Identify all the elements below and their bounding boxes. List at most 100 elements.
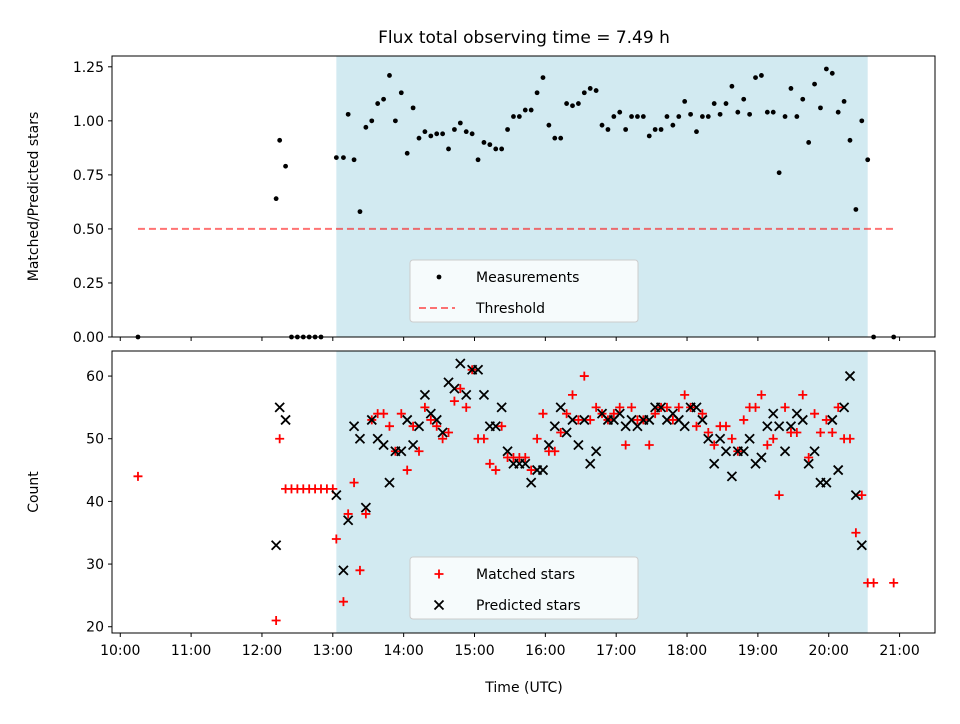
- matched-point: [538, 409, 548, 419]
- legend-label: Threshold: [475, 301, 545, 317]
- measurement-point: [428, 133, 434, 139]
- predicted-point: [697, 414, 708, 426]
- measurement-point: [676, 114, 682, 119]
- measurement-point: [457, 120, 463, 126]
- measurement-point: [351, 157, 357, 163]
- measurement-point: [605, 127, 611, 132]
- predicted-point: [496, 402, 507, 413]
- measurement-point: [623, 127, 629, 132]
- predicted-point: [774, 421, 785, 432]
- x-tick-label: 11:00: [171, 643, 211, 659]
- predicted-point: [366, 414, 377, 426]
- matched-point: [792, 427, 802, 437]
- matched-point: [361, 509, 371, 519]
- matched-point: [343, 509, 353, 519]
- matched-point: [532, 434, 542, 444]
- measurement-point: [835, 109, 841, 115]
- measurement-point: [776, 170, 782, 176]
- matched-point: [751, 402, 761, 412]
- predicted-point: [850, 489, 862, 501]
- measurement-point: [452, 127, 457, 132]
- legend-label: Predicted stars: [476, 598, 581, 614]
- matched-point: [810, 409, 820, 419]
- matched-point: [869, 578, 879, 588]
- y-axis-label: Count: [26, 471, 42, 513]
- predicted-point: [461, 389, 472, 401]
- predicted-point: [384, 477, 395, 488]
- matched-point: [691, 421, 701, 431]
- legend-label: Matched stars: [476, 567, 575, 583]
- predicted-point: [280, 414, 291, 426]
- matched-point: [349, 478, 359, 488]
- measurement-point: [841, 98, 847, 104]
- measurement-point: [392, 118, 398, 124]
- x-tick-label: 16:00: [525, 643, 565, 659]
- measurement-point: [469, 131, 475, 137]
- matched-point: [627, 402, 637, 412]
- predicted-point: [744, 433, 755, 444]
- matched-point: [550, 446, 560, 456]
- measurement-point: [729, 83, 735, 89]
- matched-point: [420, 402, 430, 412]
- matched-point: [857, 490, 867, 500]
- measurement-point: [375, 101, 381, 106]
- matched-point: [568, 390, 578, 400]
- predicted-point: [555, 402, 566, 413]
- matched-point: [768, 434, 778, 444]
- measurement-point: [823, 66, 829, 72]
- predicted-point: [348, 421, 360, 432]
- measurement-point: [782, 114, 788, 119]
- measurement-point: [611, 114, 617, 119]
- y-tick-label: 0.50: [73, 222, 104, 238]
- legend-marker: [434, 569, 444, 579]
- predicted-point: [738, 446, 749, 457]
- measurement-point: [546, 122, 552, 128]
- predicted-point: [821, 477, 832, 488]
- measurement-point: [806, 140, 812, 145]
- count-panel: 10:00 11:00 12:00 13:00 14:00 15:00 16:00 17:00…: [26, 350, 936, 659]
- predicted-point: [856, 540, 867, 551]
- predicted-point: [797, 414, 808, 426]
- measurement-point: [770, 109, 776, 115]
- matched-point: [338, 597, 348, 607]
- measurement-point: [475, 157, 481, 163]
- predicted-point: [455, 358, 466, 369]
- matched-point: [889, 578, 899, 588]
- measurement-point: [446, 146, 451, 152]
- measurement-point: [794, 114, 800, 119]
- measurement-point: [487, 142, 493, 148]
- measurement-point: [640, 114, 646, 119]
- predicted-point: [360, 502, 372, 513]
- measurement-point: [853, 207, 859, 212]
- predicted-point: [714, 433, 726, 444]
- matched-point: [591, 402, 601, 412]
- predicted-point: [779, 446, 791, 457]
- matched-point: [573, 415, 583, 425]
- matched-point: [331, 534, 341, 544]
- matched-point: [609, 409, 619, 419]
- matched-point: [845, 434, 855, 444]
- predicted-point: [502, 446, 513, 457]
- y-tick-label: 50: [86, 432, 104, 448]
- measurement-point: [688, 111, 693, 117]
- predicted-point: [407, 439, 419, 451]
- measurement-point: [764, 109, 770, 115]
- measurement-point: [283, 163, 288, 169]
- matched-point: [762, 440, 772, 450]
- matched-point: [432, 421, 442, 431]
- measurement-point: [705, 114, 711, 119]
- predicted-point: [567, 414, 578, 426]
- measurement-point: [277, 137, 283, 143]
- y-tick-label: 0.75: [73, 168, 104, 184]
- matched-point: [455, 384, 465, 394]
- predicted-point: [726, 471, 738, 482]
- measurement-point: [357, 209, 363, 215]
- y-tick-label: 0.00: [73, 330, 104, 346]
- measurement-point: [363, 124, 369, 130]
- y-tick-label: 1.00: [73, 114, 104, 130]
- matched-point: [461, 402, 471, 412]
- predicted-point: [402, 414, 413, 426]
- predicted-point: [803, 458, 814, 469]
- matched-point: [444, 427, 454, 437]
